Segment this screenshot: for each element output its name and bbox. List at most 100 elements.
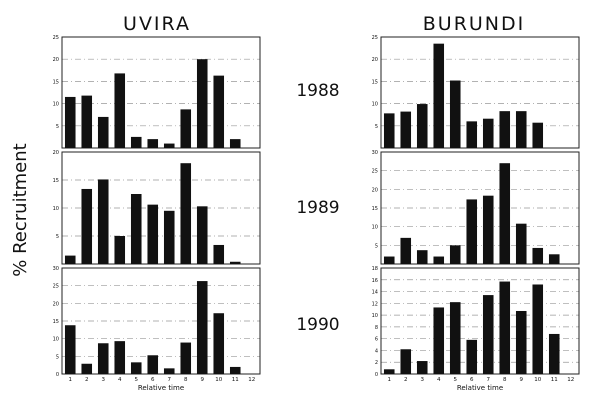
y-tick-label-burundi-1990: 10 [372,313,378,319]
y-tick-label-burundi-1988: 25 [372,35,378,41]
bar-uvira-1990-1 [64,325,76,374]
y-tick-label-uvira-1990: 25 [53,284,59,290]
bar-uvira-1988-11 [229,139,241,148]
bar-burundi-1989-6 [466,199,478,264]
x-tick-label-burundi-1990: 4 [437,377,441,383]
x-tick-label-uvira-1990: 6 [151,377,155,383]
bar-burundi-1988-7 [482,118,494,148]
x-tick-label-uvira-1990: 12 [248,377,255,383]
bar-uvira-1990-10 [213,313,225,374]
bar-burundi-1989-7 [482,195,494,264]
bar-burundi-1990-1 [383,369,395,374]
y-tick-label-burundi-1989: 10 [372,225,378,231]
panel-frame-uvira-1989 [61,151,261,265]
x-tick-label-burundi-1990: 1 [388,377,392,383]
bar-burundi-1988-9 [515,111,527,148]
bar-uvira-1988-1 [64,96,76,148]
y-tick-label-burundi-1990: 16 [372,278,378,284]
bar-uvira-1988-5 [130,136,142,148]
bar-uvira-1989-5 [130,194,142,264]
bar-burundi-1989-2 [400,237,412,264]
bar-uvira-1988-4 [114,73,126,148]
y-tick-label-uvira-1990: 5 [56,354,59,360]
bar-burundi-1988-2 [400,111,412,148]
y-tick-label-uvira-1989: 15 [53,178,59,184]
y-tick-label-uvira-1989: 5 [56,234,59,240]
bar-burundi-1989-4 [433,256,445,264]
y-tick-label-burundi-1988: 15 [372,79,378,85]
y-tick-label-burundi-1988: 20 [372,57,378,63]
bar-burundi-1989-8 [499,163,511,264]
bar-burundi-1988-5 [449,80,461,148]
y-tick-label-burundi-1990: 12 [372,301,378,307]
bar-burundi-1990-2 [400,349,412,374]
y-tick-label-uvira-1988: 10 [53,102,59,108]
y-tick-label-uvira-1988: 20 [53,57,59,63]
y-tick-label-burundi-1990: 2 [375,360,378,366]
y-tick-label-burundi-1990: 18 [372,266,378,272]
year-label-1989: 1989 [296,198,339,218]
bar-uvira-1988-10 [213,75,225,148]
bar-burundi-1989-11 [548,254,560,264]
panel-frame-burundi-1990 [380,267,580,375]
bar-burundi-1990-5 [449,302,461,374]
x-tick-label-burundi-1990: 5 [454,377,458,383]
y-tick-label-uvira-1990: 10 [53,337,59,343]
x-tick-label-burundi-1990: 3 [421,377,425,383]
y-tick-label-burundi-1989: 25 [372,169,378,175]
y-tick-label-burundi-1988: 5 [375,124,378,130]
bar-burundi-1990-6 [466,339,478,374]
x-tick-label-uvira-1990: 9 [201,377,205,383]
bar-burundi-1988-4 [433,43,445,148]
bar-uvira-1990-3 [97,343,109,374]
x-tick-label-burundi-1990: 8 [503,377,507,383]
bar-burundi-1989-10 [532,247,544,264]
column-title-burundi: BURUNDI [423,13,526,35]
y-tick-label-burundi-1990: 8 [375,325,378,331]
x-tick-label-uvira-1990: 7 [168,377,172,383]
y-tick-label-uvira-1990: 20 [53,301,59,307]
x-tick-label-uvira-1990: 4 [118,377,122,383]
bar-burundi-1988-6 [466,121,478,148]
y-tick-label-burundi-1990: 14 [372,290,378,296]
bar-uvira-1989-4 [114,236,126,264]
bar-uvira-1990-11 [229,366,241,374]
bar-burundi-1989-5 [449,245,461,264]
bar-uvira-1988-9 [196,59,208,149]
bar-burundi-1988-1 [383,113,395,148]
x-tick-label-uvira-1990: 1 [69,377,73,383]
y-tick-label-burundi-1990: 0 [375,372,378,378]
y-tick-label-uvira-1988: 25 [53,35,59,41]
bar-burundi-1988-10 [532,122,544,148]
y-tick-label-burundi-1989: 20 [372,187,378,193]
x-axis-label-uvira-1990: Relative time [138,384,184,392]
bar-uvira-1990-9 [196,281,208,374]
y-tick-label-burundi-1989: 5 [375,243,378,249]
y-axis-label: % Recruitment [10,143,31,276]
year-label-1990: 1990 [296,315,339,335]
y-tick-label-uvira-1990: 15 [53,319,59,325]
y-tick-label-uvira-1988: 15 [53,79,59,85]
y-tick-label-burundi-1990: 4 [375,348,378,354]
bar-uvira-1989-10 [213,244,225,264]
x-tick-label-uvira-1990: 2 [85,377,89,383]
bar-burundi-1990-7 [482,295,494,374]
bar-burundi-1989-3 [416,250,428,264]
x-axis-label-burundi-1990: Relative time [457,384,503,392]
bar-uvira-1989-6 [147,204,159,264]
bar-uvira-1988-7 [163,143,175,148]
x-tick-label-burundi-1990: 6 [470,377,474,383]
bar-uvira-1988-2 [81,95,93,148]
bar-burundi-1989-9 [515,223,527,264]
panel-frame-uvira-1988 [61,36,261,149]
bar-uvira-1989-1 [64,255,76,264]
year-label-1988: 1988 [296,81,339,101]
bar-uvira-1989-7 [163,210,175,264]
bar-uvira-1989-2 [81,188,93,264]
y-tick-label-uvira-1988: 5 [56,124,59,130]
bar-uvira-1990-7 [163,368,175,374]
bar-burundi-1988-3 [416,104,428,148]
bar-burundi-1990-11 [548,333,560,374]
bar-burundi-1990-10 [532,284,544,374]
